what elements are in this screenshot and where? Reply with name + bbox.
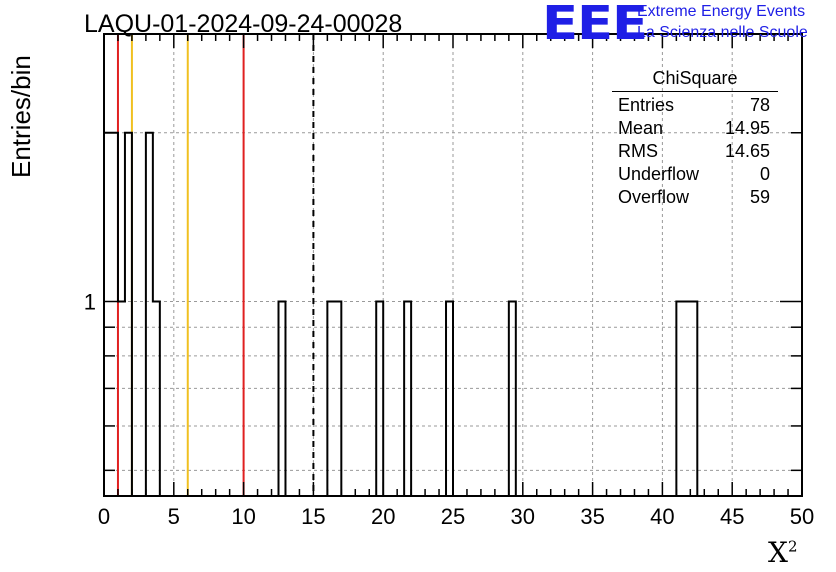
x-axis-label-base: X [768, 536, 788, 569]
eee-logo: EEE [542, 0, 648, 50]
x-tick-label: 0 [98, 504, 110, 529]
logo-line-2: La Scienza nelle Scuole [637, 24, 808, 41]
stats-value: 0 [759, 164, 770, 184]
stats-value: 14.65 [724, 141, 770, 161]
y-tick-label: 1 [84, 290, 96, 315]
reference-lines [116, 34, 315, 496]
stats-label: Underflow [618, 164, 700, 184]
y-axis-label: Entries/bin [6, 55, 36, 178]
x-tick-label: 50 [790, 504, 814, 529]
x-tick-label: 25 [441, 504, 465, 529]
axis-tick-labels: 0 5 10 15 20 25 30 35 40 45 50 1 [84, 290, 814, 529]
x-tick-label: 40 [650, 504, 674, 529]
stats-row-mean: Mean 14.95 [612, 117, 778, 140]
stats-label: Overflow [618, 187, 690, 207]
x-tick-label: 30 [511, 504, 535, 529]
stats-row-overflow: Overflow 59 [612, 186, 778, 209]
stats-label: RMS [618, 141, 658, 161]
logo-line-1: Extreme Energy Events [637, 3, 806, 20]
x-tick-label: 10 [231, 504, 255, 529]
x-axis-label: X2 [768, 536, 797, 569]
x-tick-label: 20 [371, 504, 395, 529]
stats-label: Mean [618, 118, 664, 138]
axis-ticks [103, 34, 803, 496]
stats-value: 59 [749, 187, 770, 207]
histogram-outline [103, 131, 699, 496]
stats-row-rms: RMS 14.65 [612, 140, 778, 163]
stats-value: 78 [749, 95, 770, 115]
stats-box-title: ChiSquare [612, 68, 778, 92]
x-tick-label: 35 [580, 504, 604, 529]
stats-row-entries: Entries 78 [612, 94, 778, 117]
stats-row-underflow: Underflow 0 [612, 163, 778, 186]
x-axis-label-exponent: 2 [787, 537, 798, 556]
stats-value: 14.95 [724, 118, 770, 138]
stats-label: Entries [618, 95, 675, 115]
chart-title: LAQU-01-2024-09-24-00028 [84, 10, 403, 38]
x-tick-label: 15 [301, 504, 325, 529]
x-tick-label: 5 [168, 504, 180, 529]
stats-box: ChiSquare Entries 78 Mean 14.95 RMS 14.65 U… [612, 68, 778, 209]
x-tick-label: 45 [720, 504, 744, 529]
